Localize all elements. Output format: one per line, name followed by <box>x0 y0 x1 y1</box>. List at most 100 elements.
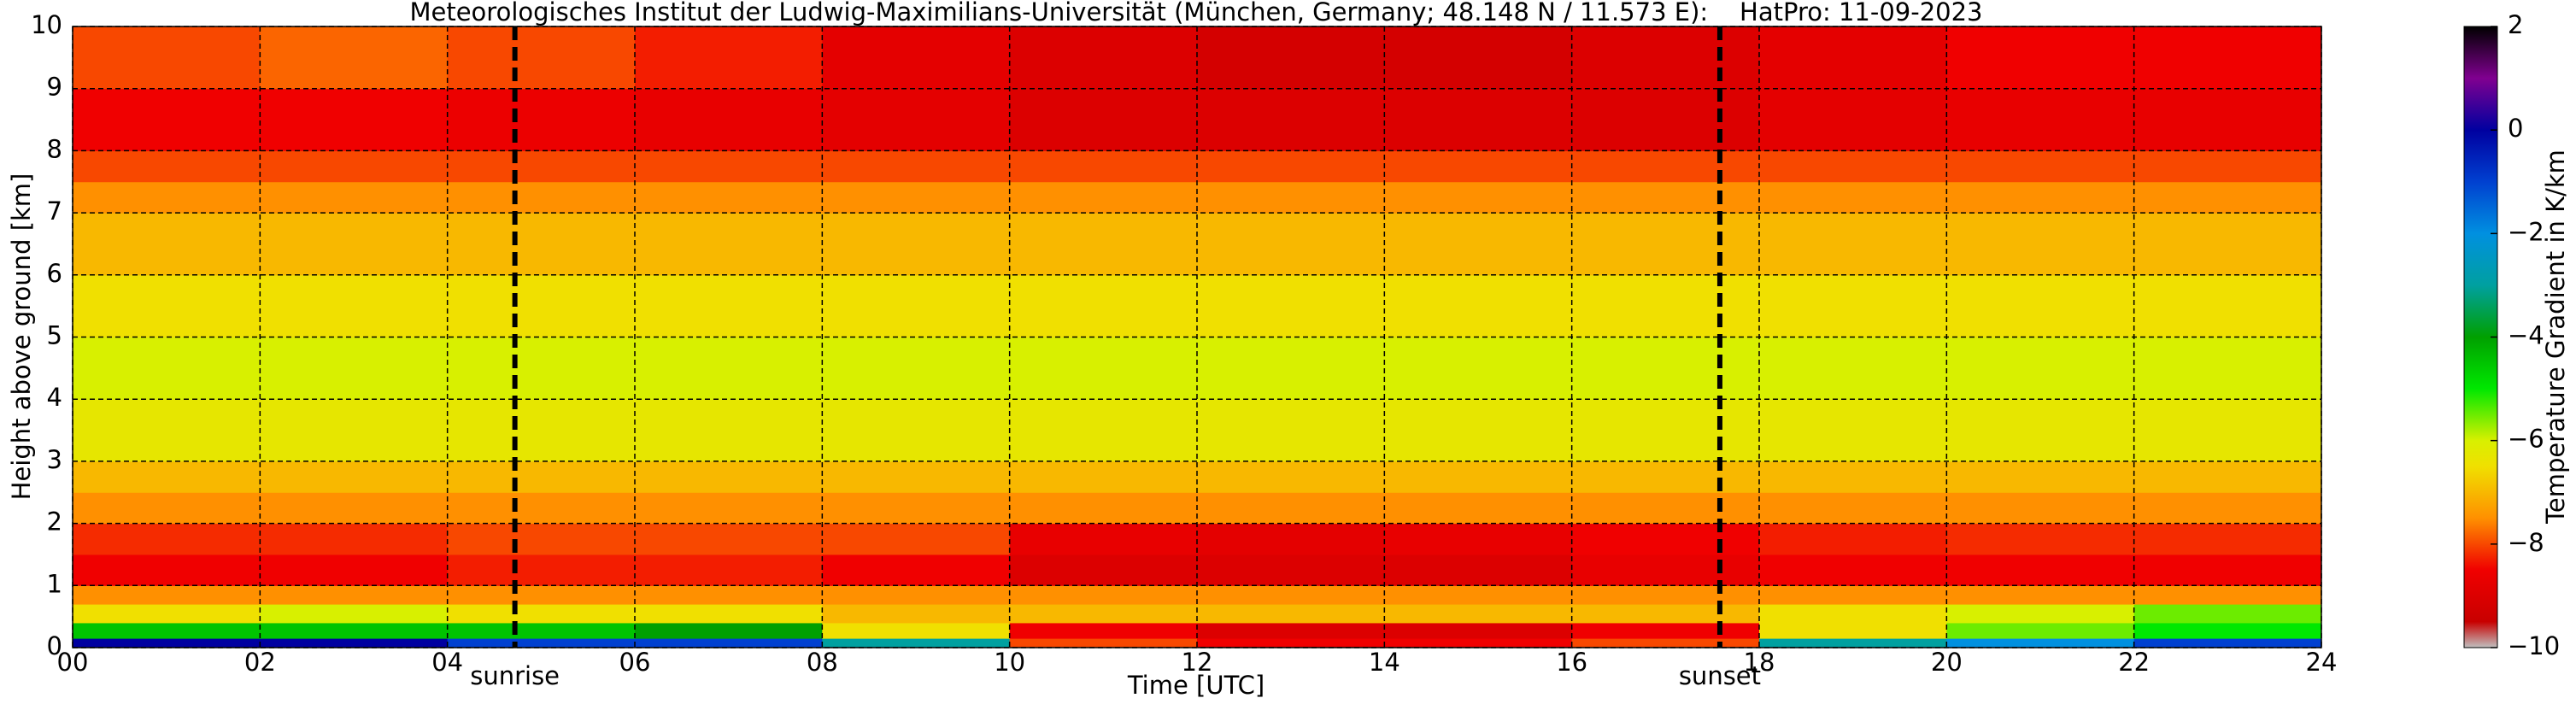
heatmap-cell <box>1759 585 1947 605</box>
heatmap-cell <box>73 181 261 214</box>
heatmap-cell <box>1571 399 1760 462</box>
heatmap-cell <box>822 492 1011 525</box>
heatmap-cell <box>635 399 823 462</box>
heatmap-cell <box>635 181 823 214</box>
heatmap-cell <box>1759 622 1947 639</box>
heatmap-cell <box>1384 181 1573 214</box>
heatmap-cell <box>1009 638 1198 648</box>
heatmap-cell <box>822 523 1011 555</box>
heatmap-cell <box>1384 638 1573 648</box>
heatmap-cell <box>1384 213 1573 276</box>
heatmap-cell <box>635 523 823 555</box>
heatmap-cell <box>1946 181 2135 214</box>
heatmap-cell <box>635 585 823 605</box>
heatmap-cell <box>73 492 261 525</box>
heatmap-cell <box>1197 638 1385 648</box>
heatmap-cell <box>1946 604 2135 624</box>
heatmap-cell <box>2133 399 2322 462</box>
heatmap-cell <box>1197 181 1385 214</box>
heatmap-cell <box>635 213 823 276</box>
heatmap-cell <box>1571 604 1760 624</box>
heatmap-cell <box>73 88 261 151</box>
heatmap-cell <box>822 213 1011 276</box>
heatmap-cell <box>635 26 823 90</box>
heatmap-cell <box>73 554 261 586</box>
heatmap-cell <box>447 337 636 400</box>
heatmap-cell <box>1009 461 1198 493</box>
heatmap-cell <box>1946 337 2135 400</box>
heatmap-cell <box>1197 26 1385 90</box>
heatmap-cell <box>1571 622 1760 639</box>
x-tick-label: 14 <box>1369 648 1400 677</box>
heatmap-cell <box>73 585 261 605</box>
heatmap-cell <box>2133 604 2322 624</box>
x-tick-label: 20 <box>1931 648 1963 677</box>
x-tick-label: 02 <box>244 648 276 677</box>
annotation-label: sunset <box>1679 661 1761 690</box>
heatmap-cell <box>260 213 449 276</box>
heatmap-cell <box>635 461 823 493</box>
colorbar-tick-label: 0 <box>2508 114 2523 143</box>
heatmap-cell <box>1946 554 2135 586</box>
heatmap-cell <box>260 585 449 605</box>
y-tick-label: 8 <box>47 134 62 163</box>
heatmap-cell <box>1946 622 2135 639</box>
x-tick-label: 18 <box>1744 648 1775 677</box>
heatmap-cell <box>1759 26 1947 90</box>
heatmap-cell <box>1384 26 1573 90</box>
heatmap-cell <box>1571 88 1760 151</box>
heatmap-cell <box>1009 181 1198 214</box>
heatmap-cell <box>1197 523 1385 555</box>
y-tick-label: 6 <box>47 259 62 288</box>
heatmap-cell <box>1571 461 1760 493</box>
y-tick-label: 10 <box>31 10 62 39</box>
heatmap-cell <box>1009 213 1198 276</box>
heatmap-cell <box>822 399 1011 462</box>
heatmap-cell <box>822 337 1011 400</box>
heatmap-cell <box>635 337 823 400</box>
heatmap-cell <box>1197 274 1385 337</box>
heatmap-cell <box>1197 150 1385 183</box>
heatmap-cell <box>1946 26 2135 90</box>
heatmap-cell <box>822 604 1011 624</box>
heatmap-cell <box>1571 638 1760 648</box>
heatmap-cell <box>1009 274 1198 337</box>
x-tick-label: 06 <box>619 648 651 677</box>
heatmap-cell <box>1571 337 1760 400</box>
heatmap-cell <box>1197 492 1385 525</box>
colorbar-tick-label: −8 <box>2508 528 2544 557</box>
heatmap-cell <box>635 274 823 337</box>
heatmap-cell <box>73 638 261 648</box>
heatmap-cell <box>1571 181 1760 214</box>
heatmap-cell <box>447 274 636 337</box>
heatmap-cell <box>1197 585 1385 605</box>
heatmap-cell <box>1946 274 2135 337</box>
heatmap-cell <box>447 88 636 151</box>
colorbar-tick-label: −10 <box>2508 631 2560 660</box>
heatmap-cell <box>1197 604 1385 624</box>
heatmap-cell <box>260 274 449 337</box>
y-tick-label: 3 <box>47 445 62 474</box>
heatmap-cell <box>1009 399 1198 462</box>
plot-frame <box>72 26 2322 648</box>
heatmap-cell <box>1759 604 1947 624</box>
heatmap-cell <box>1759 554 1947 586</box>
heatmap-cell <box>1197 461 1385 493</box>
heatmap-cell <box>447 181 636 214</box>
heatmap-cell <box>260 150 449 183</box>
x-tick-label: 00 <box>57 648 89 677</box>
heatmap-cell <box>1009 337 1198 400</box>
heatmap-cell <box>447 585 636 605</box>
heatmap-cell <box>822 88 1011 151</box>
heatmap-cell <box>1384 337 1573 400</box>
heatmap-cell <box>1384 399 1573 462</box>
colorbar-tick-label: −6 <box>2508 425 2544 454</box>
heatmap-cell <box>260 181 449 214</box>
heatmap-cell <box>1571 585 1760 605</box>
x-tick-label: 10 <box>994 648 1025 677</box>
x-axis-label: Time [UTC] <box>1127 671 1265 700</box>
heatmap-cell <box>822 26 1011 90</box>
y-axis-label: Height above ground [km] <box>7 173 36 501</box>
heatmap-cell <box>822 554 1011 586</box>
